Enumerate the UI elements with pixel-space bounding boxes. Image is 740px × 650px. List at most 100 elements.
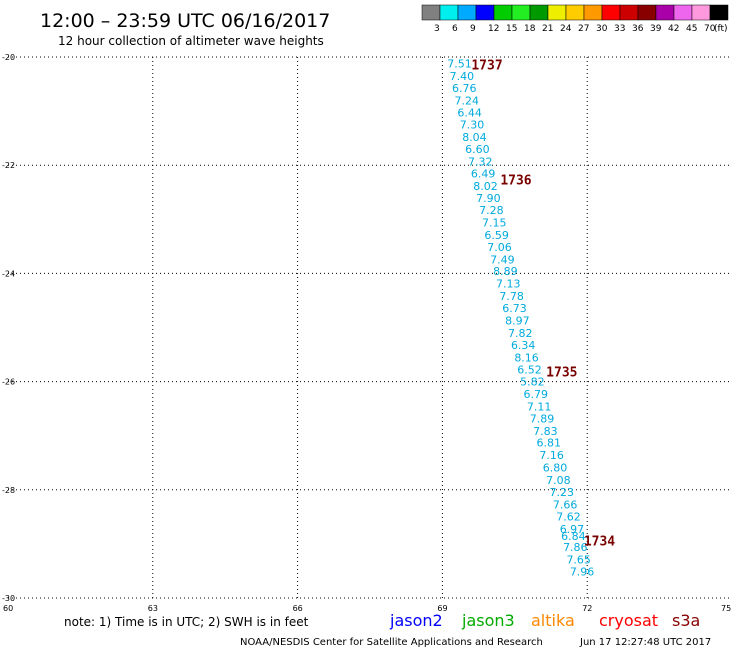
swh-value: 6.44 xyxy=(457,107,482,120)
scale-label: 12 xyxy=(488,24,499,34)
scale-label: 45 xyxy=(686,24,697,34)
scale-color-box xyxy=(619,4,639,21)
satellite-label-altika: altika xyxy=(531,611,575,630)
swh-value: 7.51 xyxy=(447,57,472,70)
swh-value: 6.84 xyxy=(561,530,586,543)
swh-value: 6.79 xyxy=(523,388,548,401)
y-tick-label: -26 xyxy=(2,378,15,387)
scale-label: 21 xyxy=(542,24,553,34)
swh-value: 7.66 xyxy=(553,498,578,511)
swh-value: 8.04 xyxy=(462,131,487,144)
swh-value: 7.11 xyxy=(527,400,552,413)
y-tick-label: -30 xyxy=(2,594,15,603)
swh-value: 6.81 xyxy=(537,437,562,450)
swh-value: 6.52 xyxy=(517,364,542,377)
swh-value: 8.97 xyxy=(505,314,530,327)
swh-value: 7.16 xyxy=(539,449,564,462)
swh-value: 7.24 xyxy=(454,94,479,107)
swh-value: 6.76 xyxy=(452,82,477,95)
scale-label: 33 xyxy=(614,24,625,34)
scale-color-box xyxy=(511,4,531,21)
scale-color-box xyxy=(475,4,495,21)
scale-color-box xyxy=(637,4,657,21)
swh-value: 7.82 xyxy=(508,327,533,340)
time-label: 1737 xyxy=(471,59,502,74)
footer-credit: NOAA/NESDIS Center for Satellite Applica… xyxy=(240,637,543,648)
x-tick-label: 75 xyxy=(721,604,731,613)
footer-note: note: 1) Time is in UTC; 2) SWH is in fe… xyxy=(64,615,309,629)
color-scale-legend: 3 6 9 12 15 18 21 24 27 30 33 36 39 42 45 70 xyxy=(421,4,729,34)
scale-color-box xyxy=(547,4,567,21)
swh-value: 6.73 xyxy=(502,302,527,315)
time-label: 1734 xyxy=(584,535,615,550)
time-labels: 1737 1736 1735 1734 xyxy=(471,59,615,550)
swh-value: 7.49 xyxy=(490,253,514,266)
scale-color-box xyxy=(601,4,621,21)
satellite-label-jason3: jason3 xyxy=(461,611,515,630)
scale-label: 30 xyxy=(596,24,608,34)
swh-value: 7.83 xyxy=(533,425,558,438)
y-tick-label: -20 xyxy=(2,53,15,62)
scale-color-box xyxy=(529,4,549,21)
y-tick-label: -22 xyxy=(2,161,15,170)
swh-value: 7.90 xyxy=(476,192,501,205)
x-tick-label: 60 xyxy=(3,604,13,613)
x-tick-label: 69 xyxy=(437,604,447,613)
scale-label: 15 xyxy=(506,24,517,34)
y-tick-label: -28 xyxy=(2,486,15,495)
scale-color-box xyxy=(457,4,477,21)
scale-color-box xyxy=(673,4,693,21)
swh-value: 7.40 xyxy=(450,70,475,83)
scale-unit-label: (ft) xyxy=(714,24,728,34)
swh-value: 6.97 xyxy=(560,523,585,536)
swh-value: 7.13 xyxy=(496,278,521,291)
scale-label: 18 xyxy=(524,24,536,34)
swh-value: 5.82 xyxy=(520,376,545,389)
scale-color-box xyxy=(583,4,603,21)
scale-color-box xyxy=(691,4,711,21)
scale-label: 27 xyxy=(578,24,589,34)
swh-value: 6.60 xyxy=(465,143,490,156)
scale-label: 39 xyxy=(650,24,662,34)
swh-value: 7.23 xyxy=(550,486,575,499)
scale-color-box xyxy=(655,4,675,21)
y-tick-label: -24 xyxy=(2,269,15,278)
chart-subtitle: 12 hour collection of altimeter wave hei… xyxy=(58,34,324,48)
footer-timestamp: Jun 17 12:27:48 UTC 2017 xyxy=(579,637,711,648)
satellite-label-s3a: s3a xyxy=(672,611,700,630)
swh-value: 6.80 xyxy=(543,462,568,475)
scale-label: 6 xyxy=(452,24,458,34)
swh-value: 7.78 xyxy=(499,290,524,303)
scale-label: 42 xyxy=(668,24,679,34)
time-label: 1736 xyxy=(500,173,531,188)
swh-value: 7.89 xyxy=(530,412,555,425)
scale-label: 3 xyxy=(434,24,440,34)
swh-value: 7.08 xyxy=(546,474,571,487)
scale-color-box xyxy=(421,4,441,21)
swh-value: 7.30 xyxy=(460,119,485,132)
swh-value: 7.32 xyxy=(468,155,493,168)
swh-value: 7.96 xyxy=(570,565,595,578)
satellite-label-jason2: jason2 xyxy=(389,611,443,630)
swh-value: 6.59 xyxy=(484,229,509,242)
x-tick-label: 72 xyxy=(582,604,592,613)
swh-value: 6.49 xyxy=(471,167,496,180)
scale-color-box xyxy=(565,4,585,21)
wave-height-values: 7.517.406.767.246.447.308.046.607.326.49… xyxy=(447,57,594,578)
scale-label: 36 xyxy=(632,24,644,34)
swh-value: 7.86 xyxy=(563,541,588,554)
scale-label: 24 xyxy=(560,24,572,34)
chart-title: 12:00 – 23:59 UTC 06/16/2017 xyxy=(40,10,330,32)
scale-label: 70 xyxy=(704,24,716,34)
scale-label: 9 xyxy=(470,24,476,34)
satellite-legend: jason2 jason3 altika cryosat s3a xyxy=(389,611,700,630)
swh-value: 8.16 xyxy=(514,351,539,364)
time-label: 1735 xyxy=(546,365,577,380)
x-tick-label: 66 xyxy=(293,604,303,613)
swh-value: 7.65 xyxy=(566,554,591,567)
scale-color-box xyxy=(493,4,513,21)
swh-value: 7.28 xyxy=(479,204,504,217)
swh-value: 8.02 xyxy=(473,180,498,193)
